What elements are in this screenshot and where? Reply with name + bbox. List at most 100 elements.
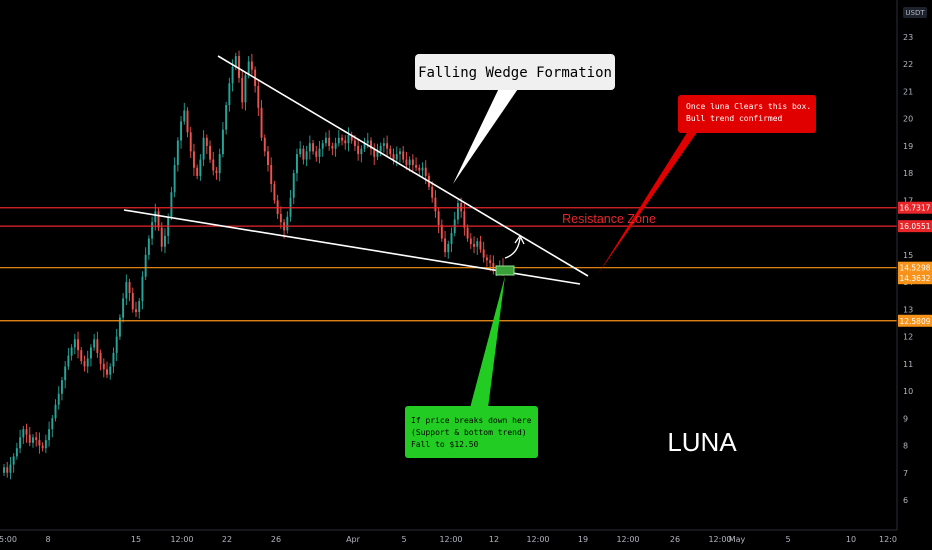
- red-note-pointer: [598, 128, 700, 274]
- candle-body: [9, 464, 12, 473]
- candle-body: [25, 429, 28, 435]
- ticker-label: LUNA: [667, 427, 737, 457]
- candle-body: [102, 363, 105, 370]
- candle-body: [221, 129, 224, 155]
- price-lines-layer: [0, 207, 897, 322]
- candle-body: [125, 282, 128, 299]
- green-note-line-1: If price breaks down here: [411, 416, 532, 425]
- candle-body: [485, 257, 488, 261]
- candle-body: [57, 393, 60, 405]
- support-box[interactable]: [495, 265, 515, 276]
- candle-body: [241, 77, 244, 103]
- candle-body: [395, 154, 398, 160]
- candle-body: [373, 148, 376, 157]
- candle-body: [93, 339, 96, 348]
- candle-body: [399, 151, 401, 155]
- x-tick-label: 12:00: [170, 535, 193, 544]
- candle-body: [341, 137, 343, 141]
- red-note-line-2: Bull trend confirmed: [686, 114, 783, 123]
- candle-body: [408, 159, 411, 166]
- x-tick-label: 22: [222, 535, 232, 544]
- red-note-box[interactable]: [678, 95, 816, 133]
- candle-body: [244, 75, 247, 103]
- candle-body: [353, 140, 356, 146]
- candle-body: [141, 276, 144, 302]
- candle-body: [15, 448, 18, 457]
- candle-body: [112, 352, 115, 367]
- candle-body: [411, 159, 414, 166]
- x-tick-label: Apr: [346, 535, 361, 544]
- y-tick-label: 23: [903, 33, 913, 42]
- candle-body: [324, 137, 327, 144]
- x-tick-label: 5: [401, 535, 406, 544]
- candle-body: [202, 137, 205, 160]
- candle-body: [257, 86, 260, 108]
- candle-body: [212, 159, 215, 171]
- green-note-box[interactable]: [405, 406, 538, 458]
- candle-body: [19, 437, 22, 449]
- candle-body: [199, 159, 202, 176]
- candle-body: [363, 143, 366, 149]
- candle-body: [302, 148, 305, 160]
- candle-body: [173, 165, 176, 193]
- candle-body: [154, 211, 157, 223]
- candle-body: [35, 437, 38, 441]
- candle-body: [366, 140, 369, 144]
- candle-body: [357, 145, 360, 155]
- candle-body: [106, 369, 108, 375]
- candle-body: [279, 214, 282, 223]
- candle-body: [122, 298, 125, 318]
- candle-body: [392, 154, 395, 160]
- candle-body: [218, 154, 221, 174]
- candle-body: [431, 186, 434, 198]
- candle-body: [144, 254, 147, 277]
- candle-body: [434, 197, 437, 212]
- candle-body: [118, 317, 121, 337]
- candle-body: [386, 143, 389, 149]
- candle-body: [231, 66, 234, 84]
- candle-body: [295, 154, 298, 174]
- candle-body: [247, 61, 250, 76]
- green-note-pointer: [470, 276, 505, 408]
- y-tick-label: 12: [903, 333, 913, 342]
- candle-body: [186, 110, 189, 133]
- red-note-line-1: Once luna Clears this box.: [686, 102, 811, 111]
- x-axis-ticks[interactable]: 5:00 8 15 12:00 22 26 Apr 5 12:00 12 12:00 19 12:00 2…: [0, 535, 897, 544]
- currency-badge[interactable]: [903, 7, 927, 18]
- x-tick-label: 5:00: [0, 535, 17, 544]
- candle-body: [331, 145, 334, 149]
- candle-body: [32, 437, 34, 443]
- x-tick-label: 12:0: [879, 535, 897, 544]
- y-tick-label: 20: [903, 115, 913, 124]
- candle-body: [263, 137, 266, 152]
- x-tick-label: 10: [846, 535, 856, 544]
- candle-body: [73, 339, 76, 348]
- candle-body: [3, 467, 5, 473]
- wedge-upper-trend-line[interactable]: [217, 55, 589, 277]
- candle-body: [479, 241, 482, 250]
- candle-body: [337, 137, 340, 144]
- currency-label: USDT: [905, 9, 925, 17]
- x-tick-label: 26: [670, 535, 680, 544]
- candle-body: [473, 243, 475, 247]
- candle-body: [234, 56, 237, 67]
- y-tick-label: 8: [903, 442, 908, 451]
- candle-body: [260, 107, 263, 138]
- candle-body: [192, 151, 195, 168]
- candle-body: [60, 380, 63, 394]
- candle-body: [389, 148, 392, 155]
- candle-body: [238, 56, 240, 78]
- candle-body: [447, 243, 450, 253]
- candle-body: [450, 233, 453, 244]
- candle-body: [183, 110, 186, 122]
- wedge-label-box[interactable]: [415, 54, 615, 90]
- x-tick-label: 26: [271, 535, 281, 544]
- candle-body: [12, 456, 15, 465]
- candle-body: [463, 211, 466, 228]
- price-badge: [898, 272, 932, 285]
- candle-body: [215, 170, 218, 174]
- candle-body: [89, 347, 92, 359]
- candle-body: [312, 143, 315, 152]
